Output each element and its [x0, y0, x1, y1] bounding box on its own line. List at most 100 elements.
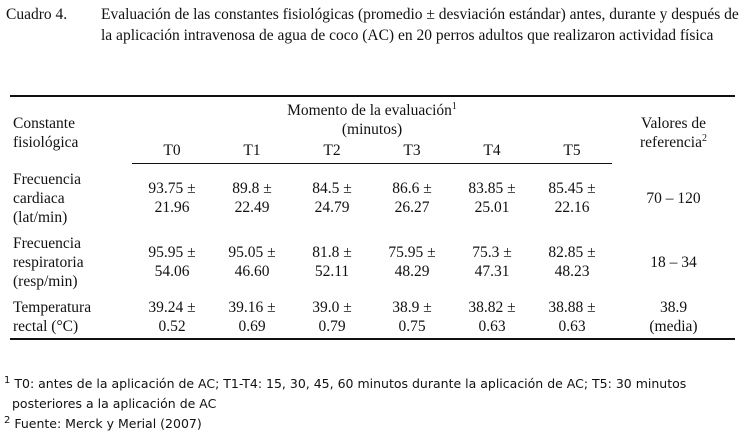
- cell-line: 84.5 ±: [312, 180, 352, 198]
- time-label: T5: [563, 142, 581, 159]
- cell-line: 86.6 ±: [392, 180, 432, 198]
- header-text: Constante fisiológica: [13, 115, 79, 152]
- time-label: T0: [163, 142, 181, 159]
- table-row: Temperatura rectal (°C) 39.24 ±0.52 39.16 ±…: [10, 293, 735, 339]
- time-label: T2: [323, 142, 341, 159]
- footnote-marker: 1: [4, 374, 11, 386]
- cell-line: 0.63: [558, 317, 586, 335]
- cell-line: 39.24 ±: [148, 298, 196, 316]
- cell-line: 38.88 ±: [548, 298, 596, 316]
- footnote-ref: 2: [701, 133, 707, 145]
- cell-line: Frecuencia: [13, 170, 81, 188]
- data-cell: 39.0 ±0.79: [292, 293, 372, 339]
- footnote-text: T0: antes de la aplicación de AC; T1-T4:…: [12, 376, 687, 411]
- cell-line: 22.16: [554, 199, 590, 217]
- data-cell: 38.9 ±0.75: [372, 293, 452, 339]
- cell-line: 47.31: [474, 263, 510, 280]
- cell-line: cardiaca: [13, 189, 65, 207]
- data-cell: 75.95 ± 48.29: [372, 229, 452, 293]
- cell-line: 85.45 ±: [548, 180, 596, 198]
- table-row: Frecuencia cardiaca (lat/min) 93.75 ±21.96 8…: [10, 164, 735, 229]
- caption-label: Cuadro 4.: [6, 6, 68, 23]
- cell-line: 82.85 ±: [548, 244, 596, 261]
- cell-line: 93.75 ±: [148, 180, 196, 198]
- data-cell: 38.88 ±0.63: [532, 293, 612, 339]
- time-header: T1: [212, 139, 292, 164]
- header-cell: Valores de referencia2: [612, 96, 735, 164]
- time-header: T5: [532, 139, 612, 164]
- header-text: (minutos): [341, 121, 403, 138]
- cell-line: 26.27: [394, 199, 430, 217]
- time-header: T3: [372, 139, 452, 164]
- cell-line: 48.29: [394, 263, 430, 280]
- cell-line: 24.79: [314, 199, 350, 217]
- footnote-text: Fuente: Merck y Merial (2007): [14, 416, 202, 431]
- time-label: T1: [243, 142, 261, 159]
- cell-line: respiratoria: [13, 253, 84, 271]
- cell-line: 39.16 ±: [228, 298, 276, 316]
- cell-line: 70 – 120: [646, 189, 701, 207]
- cell-line: 21.96: [154, 199, 190, 217]
- row-label: Temperatura rectal (°C): [10, 293, 132, 339]
- cell-line: (lat/min): [13, 208, 68, 226]
- data-cell: 93.75 ±21.96: [132, 164, 212, 229]
- cell-line: 0.63: [478, 317, 506, 335]
- caption-text: Evaluación de las constantes fisiológica…: [101, 6, 739, 44]
- footnote-ref: 1: [451, 100, 457, 112]
- data-cell: 95.05 ± 46.60: [212, 229, 292, 293]
- data-cell: 38.82 ±0.63: [452, 293, 532, 339]
- cell-line: 22.49: [234, 199, 270, 217]
- time-label: T3: [403, 142, 421, 159]
- header-text: Momento de la evaluación: [287, 102, 452, 119]
- cell-line: Temperatura: [13, 298, 92, 316]
- cell-line: 38.9: [659, 298, 688, 316]
- header-cell: Constante fisiológica: [10, 96, 132, 164]
- cell-line: Frecuencia: [13, 234, 81, 252]
- footnote-marker: 2: [4, 414, 11, 426]
- row-label: Frecuencia respiratoria (resp/min): [10, 229, 132, 293]
- data-cell: 39.16 ±0.69: [212, 293, 292, 339]
- cell-line: 0.75: [398, 317, 426, 335]
- cell-line: (media): [649, 317, 698, 335]
- data-cell: 83.85 ±25.01: [452, 164, 532, 229]
- cell-line: 39.0 ±: [312, 298, 352, 316]
- cell-line: 75.3 ±: [472, 244, 512, 261]
- cell-line: 89.8 ±: [232, 180, 272, 198]
- header-text: Valores de referencia: [640, 115, 706, 152]
- cell-line: 54.06: [154, 263, 190, 280]
- cell-line: 83.85 ±: [468, 180, 516, 198]
- cell-line: 46.60: [234, 263, 270, 280]
- data-table: Constante fisiológica Momento de la eval…: [10, 95, 735, 340]
- time-header: T2: [292, 139, 372, 164]
- footnote: 1 T0: antes de la aplicación de AC; T1-T…: [4, 374, 740, 414]
- cell-line: 48.23: [554, 263, 590, 280]
- time-label: T4: [483, 142, 501, 159]
- reference-cell: 18 – 34: [612, 229, 735, 293]
- cell-line: 38.9 ±: [392, 298, 432, 316]
- cell-line: 52.11: [314, 263, 350, 280]
- footnotes: 1 T0: antes de la aplicación de AC; T1-T…: [4, 374, 740, 434]
- data-cell: 86.6 ±26.27: [372, 164, 452, 229]
- cell-line: 0.79: [318, 317, 346, 335]
- cell-line: rectal (°C): [13, 317, 79, 335]
- footnote: 2 Fuente: Merck y Merial (2007): [4, 414, 740, 434]
- header-cell: Momento de la evaluación1 (minutos): [132, 96, 612, 139]
- time-header: T4: [452, 139, 532, 164]
- cell-line: (resp/min): [13, 272, 78, 290]
- row-label: Frecuencia cardiaca (lat/min): [10, 164, 132, 229]
- time-header: T0: [132, 139, 212, 164]
- caption: Cuadro 4. Evaluación de las constantes f…: [6, 4, 741, 46]
- cell-line: 0.52: [158, 317, 186, 335]
- data-cell: 95.95 ± 54.06: [132, 229, 212, 293]
- cell-line: 25.01: [474, 199, 510, 217]
- cell-line: 95.05 ±: [228, 244, 276, 261]
- data-cell: 84.5 ±24.79: [292, 164, 372, 229]
- reference-cell: 38.9 (media): [612, 293, 735, 339]
- cell-line: 75.95 ±: [388, 244, 436, 261]
- data-cell: 89.8 ±22.49: [212, 164, 292, 229]
- data-cell: 81.8 ± 52.11: [292, 229, 372, 293]
- cell-line: 38.82 ±: [468, 298, 516, 316]
- table-row: Frecuencia respiratoria (resp/min) 95.95 ± 5…: [10, 229, 735, 293]
- data-cell: 82.85 ± 48.23: [532, 229, 612, 293]
